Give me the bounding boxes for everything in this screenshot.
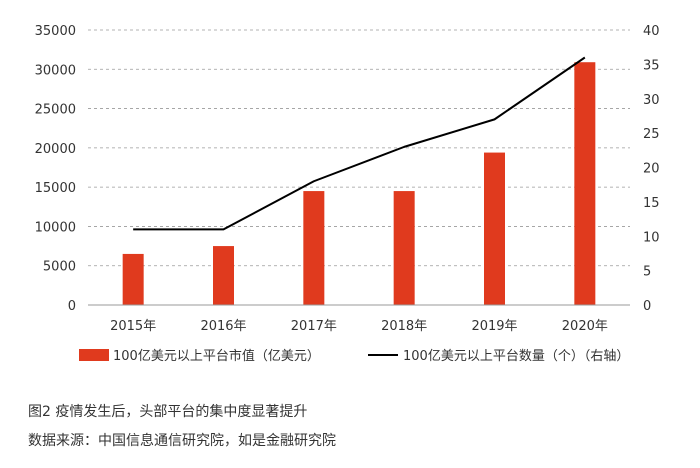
y-left-tick-label: 0 [68,299,76,314]
y-right-tick-label: 0 [643,299,651,314]
x-tick-label: 2015年 [110,319,156,334]
legend-line-label: 100亿美元以上平台数量（个）（右轴） [403,349,629,364]
series-line [133,56,586,231]
bar [393,191,415,305]
y-left-tick-label: 15000 [35,181,76,196]
bar-series [122,62,596,305]
legend-bar-swatch [79,349,109,361]
bar [303,191,325,305]
y-left-tick-label: 20000 [35,142,76,157]
x-tick-label: 2017年 [291,319,337,334]
y-right-tick-label: 10 [643,230,660,245]
gridlines [88,29,630,267]
y-left-tick-label: 25000 [35,103,76,118]
legend: 100亿美元以上平台市值（亿美元） 100亿美元以上平台数量（个）（右轴） [79,348,629,364]
bar [484,152,505,305]
y-left-tick-label: 10000 [35,220,76,235]
x-tick-label: 2018年 [381,319,427,334]
x-tick-label: 2020年 [562,319,608,334]
bar [122,253,144,305]
bar [574,62,596,305]
y-left-tick-label: 30000 [35,63,76,78]
y-right-tick-label: 35 [643,58,660,73]
y-right-tick-label: 25 [643,127,660,142]
y-left-tick-label: 35000 [35,24,76,39]
x-tick-label: 2019年 [471,319,517,334]
y-right-tick-label: 30 [643,93,660,108]
bar [213,246,234,305]
y-right-tick-label: 5 [643,265,651,280]
y-left-tick-label: 5000 [43,260,76,275]
y-right-tick-label: 20 [643,162,660,177]
data-source: 数据来源：中国信息通信研究院，如是金融研究院 [28,433,336,449]
x-tick-label: 2016年 [200,319,246,334]
legend-bar-label: 100亿美元以上平台市值（亿美元） [113,348,320,364]
axes: 0 5000 10000 15000 20000 25000 30000 35000 0 5 10 1… [35,24,660,334]
line-series [133,56,586,231]
figure-title: 图2 疫情发生后，头部平台的集中度显著提升 [28,404,308,420]
y-right-tick-label: 40 [643,24,660,39]
combo-chart: 0 5000 10000 15000 20000 25000 30000 35000 0 5 10 1… [35,24,660,364]
y-right-tick-label: 15 [643,196,660,211]
